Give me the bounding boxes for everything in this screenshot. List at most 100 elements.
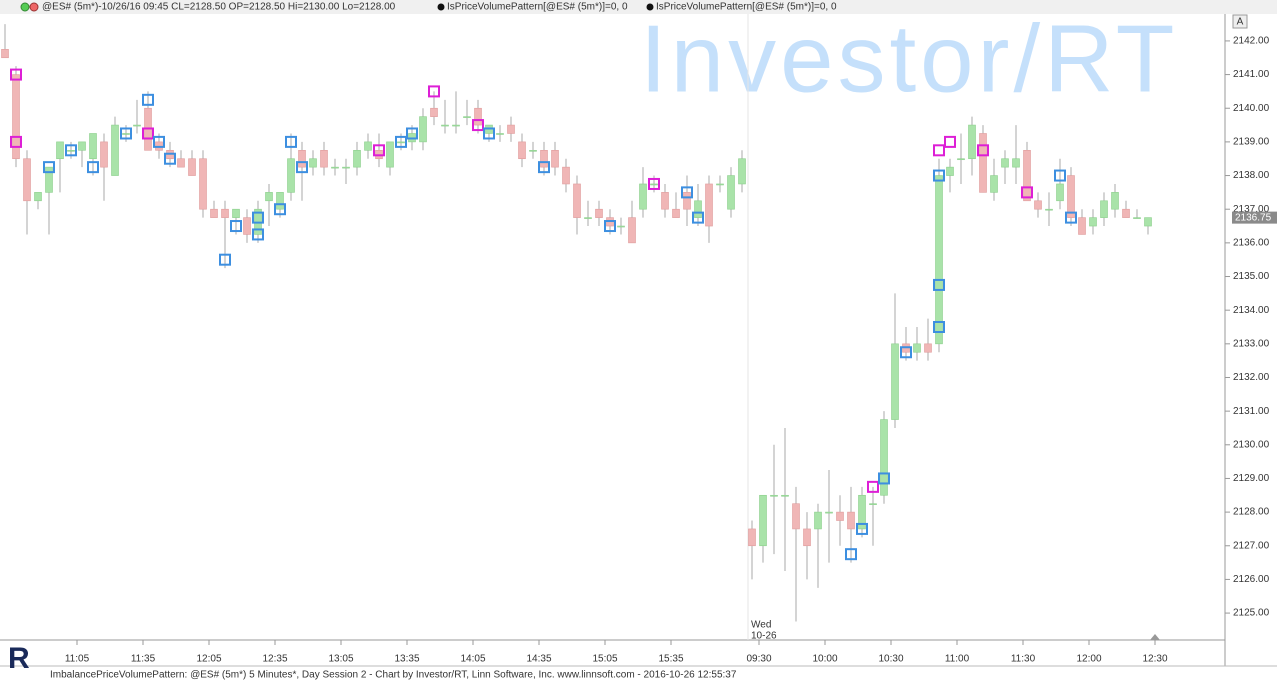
scroll-marker	[1150, 634, 1160, 640]
x-tick-label: 12:00	[1076, 654, 1101, 665]
candle-body	[353, 150, 361, 168]
y-tick-label: 2129.00	[1233, 473, 1270, 484]
pattern-box	[977, 144, 989, 157]
pattern-box	[538, 161, 550, 174]
candle-body	[397, 141, 405, 144]
pattern-box	[900, 346, 912, 359]
pattern-box	[428, 85, 440, 98]
auto-button-label[interactable]: A	[1237, 17, 1244, 28]
candle-body	[1001, 158, 1009, 168]
x-tick-label: 11:30	[1011, 654, 1036, 665]
candle-body	[1078, 217, 1086, 235]
pattern-box	[681, 186, 693, 199]
pattern-box	[142, 127, 154, 140]
candle-body	[298, 150, 306, 168]
y-tick-label: 2140.00	[1233, 103, 1270, 114]
x-tick-label: 09:30	[746, 654, 771, 665]
x-tick-label: 14:35	[526, 654, 551, 665]
candle-body	[913, 343, 921, 353]
candle-body	[89, 133, 97, 160]
pattern-box	[648, 177, 660, 190]
y-tick-label: 2134.00	[1233, 305, 1270, 316]
candle-body	[562, 166, 570, 185]
candle-body	[1144, 217, 1152, 227]
candle-body	[430, 107, 438, 117]
x-tick-label: 11:35	[131, 654, 156, 665]
candle-body	[738, 158, 746, 185]
candle-body	[617, 225, 625, 228]
candle-body	[1122, 208, 1130, 218]
header-bar	[0, 0, 1277, 14]
candle-body	[694, 200, 702, 218]
candle-body	[23, 158, 31, 202]
candle-body	[748, 528, 756, 547]
candle-body	[672, 208, 680, 218]
y-tick-label: 2133.00	[1233, 338, 1270, 349]
candle-body	[792, 503, 800, 530]
candle-body	[441, 124, 449, 127]
pattern-box	[933, 321, 945, 333]
candle-body	[1, 49, 9, 59]
x-tick-label: 10:00	[812, 654, 837, 665]
candle-body	[1133, 217, 1141, 219]
indicator-label: IsPriceVolumePattern[@ES# (5m*)]=0, 0	[656, 2, 837, 13]
candle-body	[529, 150, 537, 152]
candle-body	[12, 74, 20, 160]
pattern-box	[933, 278, 945, 291]
pattern-box	[1021, 186, 1033, 199]
pattern-box	[944, 135, 956, 148]
pattern-box	[164, 152, 176, 165]
candle-body	[573, 183, 581, 218]
candle-body	[287, 158, 295, 193]
candle-body	[957, 158, 965, 161]
pattern-box	[1065, 211, 1077, 224]
candle-body	[122, 133, 130, 135]
candle-body	[584, 217, 592, 219]
candle-body	[56, 141, 64, 160]
candle-body	[496, 133, 504, 135]
auto-button[interactable]	[1232, 14, 1248, 29]
candle-body	[639, 183, 647, 210]
y-tick-label: 2132.00	[1233, 372, 1270, 383]
y-tick-label: 2126.00	[1233, 574, 1270, 585]
y-tick-label: 2130.00	[1233, 439, 1270, 450]
pattern-box	[933, 144, 945, 157]
candle-body	[386, 141, 394, 168]
candle-body	[221, 208, 229, 218]
candle-body	[67, 150, 75, 152]
pattern-box	[274, 203, 286, 216]
pattern-box	[395, 135, 407, 148]
candle-body	[1089, 217, 1097, 227]
candle-body	[946, 166, 954, 176]
candle-body	[979, 133, 987, 193]
candle-body	[880, 419, 888, 496]
pattern-box	[373, 144, 385, 157]
pattern-box	[142, 93, 154, 106]
candle-body	[1023, 150, 1031, 202]
x-tick-label: 15:35	[658, 654, 683, 665]
candle-body	[705, 183, 713, 227]
logo: R	[8, 642, 30, 675]
y-tick-label: 2136.00	[1233, 238, 1270, 249]
y-tick-label: 2131.00	[1233, 406, 1270, 417]
pattern-box	[406, 127, 418, 140]
x-tick-label: 10:30	[878, 654, 903, 665]
status-dot	[20, 2, 30, 12]
y-tick-label: 2135.00	[1233, 271, 1270, 282]
candle-body	[968, 124, 976, 160]
x-tick-label: 11:05	[65, 654, 90, 665]
pattern-box	[285, 135, 297, 148]
pattern-box	[845, 548, 857, 561]
pattern-box	[692, 211, 704, 224]
last-price-label: 2136.75	[1235, 212, 1272, 223]
pattern-box	[252, 211, 264, 224]
candle-body	[265, 192, 273, 202]
pattern-box	[87, 161, 99, 174]
candle-body	[342, 166, 350, 169]
x-tick-label: 12:05	[196, 654, 221, 665]
pattern-box	[153, 135, 165, 148]
candle-body	[770, 494, 778, 497]
y-tick-label: 2137.00	[1233, 204, 1270, 215]
logo-letter: R	[8, 642, 30, 675]
